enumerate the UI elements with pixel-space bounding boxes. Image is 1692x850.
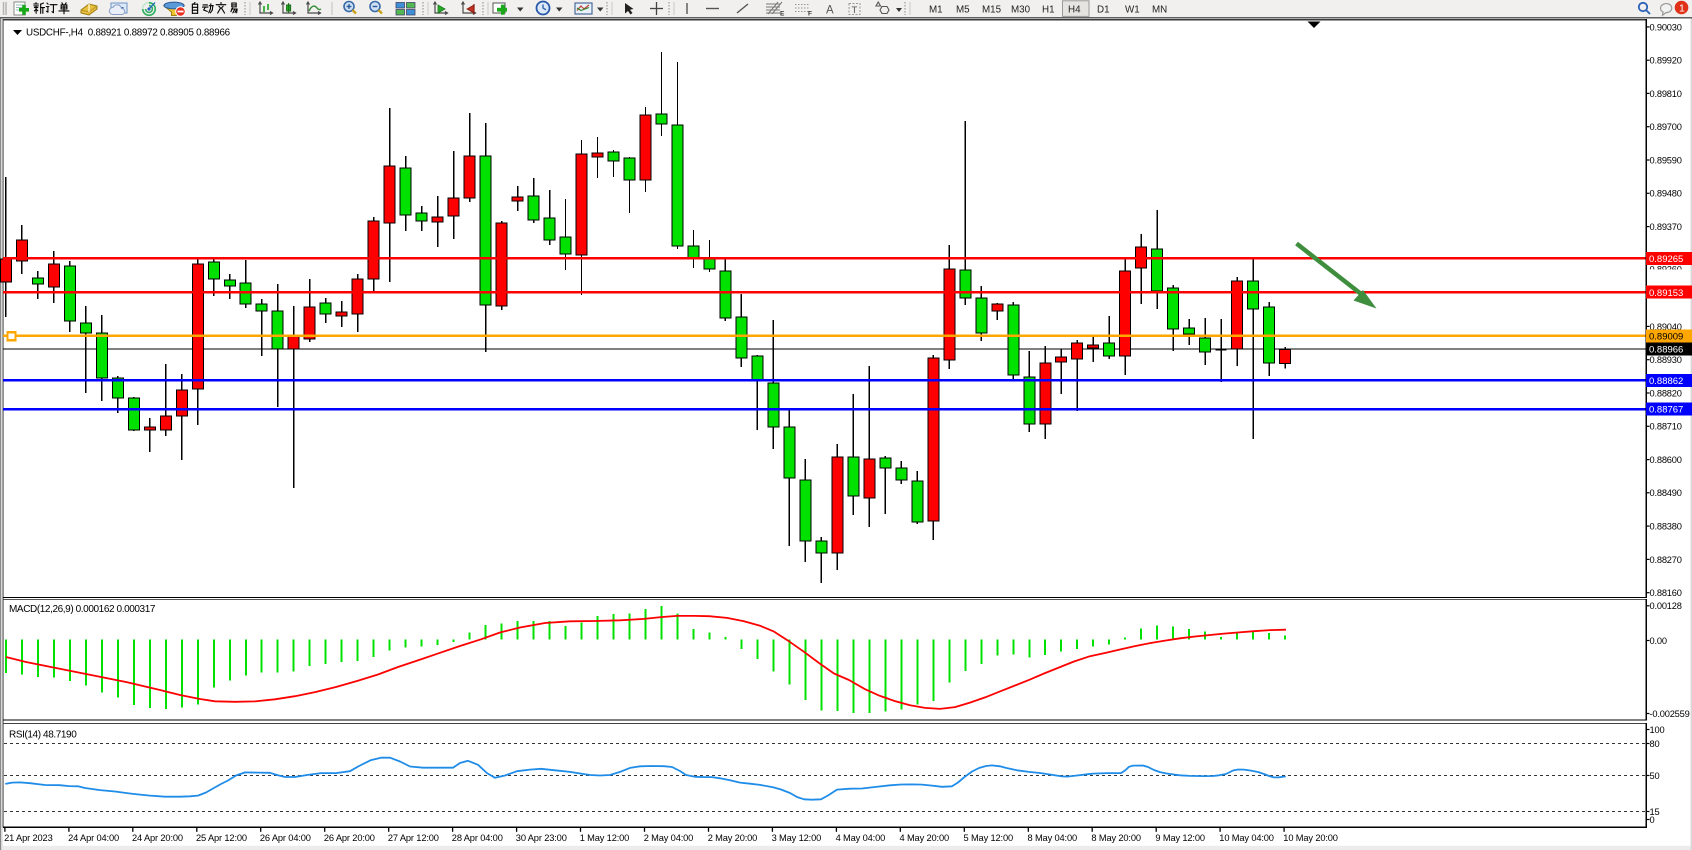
svg-text:26 Apr 04:00: 26 Apr 04:00 xyxy=(260,833,311,843)
svg-text:27 Apr 12:00: 27 Apr 12:00 xyxy=(388,833,439,843)
svg-text:0.88270: 0.88270 xyxy=(1650,555,1682,565)
svg-text:0.89265: 0.89265 xyxy=(1649,254,1683,265)
svg-text:USDCHF-,H4 0.88921 0.88972 0.: USDCHF-,H4 0.88921 0.88972 0.88905 0.889… xyxy=(26,27,231,38)
svg-text:10 May 04:00: 10 May 04:00 xyxy=(1219,833,1274,843)
svg-text:-0.002559: -0.002559 xyxy=(1650,709,1690,719)
svg-text:0.89590: 0.89590 xyxy=(1650,155,1682,165)
svg-text:3 May 12:00: 3 May 12:00 xyxy=(772,833,822,843)
svg-text:0.88820: 0.88820 xyxy=(1650,388,1682,398)
svg-text:0.89480: 0.89480 xyxy=(1650,189,1682,199)
svg-text:M30: M30 xyxy=(1011,5,1031,16)
svg-text:28 Apr 04:00: 28 Apr 04:00 xyxy=(452,833,503,843)
svg-text:0.89700: 0.89700 xyxy=(1650,122,1682,132)
svg-text:24 Apr 20:00: 24 Apr 20:00 xyxy=(132,833,183,843)
svg-text:24 Apr 04:00: 24 Apr 04:00 xyxy=(68,833,119,843)
svg-text:50: 50 xyxy=(1650,771,1660,781)
svg-text:0.88160: 0.88160 xyxy=(1650,588,1682,598)
svg-text:0.89153: 0.89153 xyxy=(1649,288,1683,299)
svg-text:80: 80 xyxy=(1650,739,1660,749)
svg-text:0.88767: 0.88767 xyxy=(1649,405,1683,416)
svg-text:E: E xyxy=(780,11,785,18)
svg-text:15: 15 xyxy=(1650,807,1660,817)
svg-text:0.89370: 0.89370 xyxy=(1650,222,1682,232)
svg-text:M1: M1 xyxy=(929,5,943,16)
svg-text:1: 1 xyxy=(1679,2,1685,14)
svg-text:0.89810: 0.89810 xyxy=(1650,89,1682,99)
svg-text:H4: H4 xyxy=(1068,5,1081,16)
svg-text:0.00128: 0.00128 xyxy=(1650,601,1682,611)
svg-text:26 Apr 20:00: 26 Apr 20:00 xyxy=(324,833,375,843)
svg-text:5 May 12:00: 5 May 12:00 xyxy=(964,833,1014,843)
svg-text:0.89920: 0.89920 xyxy=(1650,56,1682,66)
svg-text:25 Apr 12:00: 25 Apr 12:00 xyxy=(196,833,247,843)
svg-text:0.88710: 0.88710 xyxy=(1650,422,1682,432)
svg-text:4 May 20:00: 4 May 20:00 xyxy=(900,833,950,843)
svg-text:MN: MN xyxy=(1152,5,1167,16)
svg-text:0.89040: 0.89040 xyxy=(1650,322,1682,332)
svg-text:M5: M5 xyxy=(956,5,970,16)
svg-text:0.88966: 0.88966 xyxy=(1649,344,1683,355)
svg-text:4 May 04:00: 4 May 04:00 xyxy=(836,833,886,843)
svg-text:9 May 12:00: 9 May 12:00 xyxy=(1155,833,1205,843)
svg-text:0.89260: 0.89260 xyxy=(1650,265,1682,275)
svg-text:0: 0 xyxy=(1650,815,1655,825)
svg-text:2 May 20:00: 2 May 20:00 xyxy=(708,833,758,843)
svg-text:H1: H1 xyxy=(1042,5,1055,16)
svg-text:0.90030: 0.90030 xyxy=(1650,22,1682,32)
svg-text:30 Apr 23:00: 30 Apr 23:00 xyxy=(516,833,567,843)
svg-text:T: T xyxy=(852,5,858,16)
svg-text:0.89009: 0.89009 xyxy=(1649,331,1683,342)
svg-text:10 May 20:00: 10 May 20:00 xyxy=(1283,833,1338,843)
svg-text:0.88600: 0.88600 xyxy=(1650,455,1682,465)
svg-text:0.88862: 0.88862 xyxy=(1649,376,1683,387)
svg-text:W1: W1 xyxy=(1125,5,1140,16)
svg-text:0.88930: 0.88930 xyxy=(1650,355,1682,365)
svg-text:8 May 04:00: 8 May 04:00 xyxy=(1028,833,1078,843)
svg-text:RSI(14) 48.7190: RSI(14) 48.7190 xyxy=(9,730,77,741)
svg-text:A: A xyxy=(826,5,834,17)
svg-text:0.88490: 0.88490 xyxy=(1650,488,1682,498)
svg-text:D1: D1 xyxy=(1097,5,1110,16)
svg-text:0.00: 0.00 xyxy=(1650,636,1667,646)
svg-text:21 Apr 2023: 21 Apr 2023 xyxy=(4,833,53,843)
svg-text:M15: M15 xyxy=(982,5,1002,16)
svg-text:F: F xyxy=(808,11,812,18)
svg-text:0.88380: 0.88380 xyxy=(1650,522,1682,532)
svg-text:1 May 12:00: 1 May 12:00 xyxy=(580,833,630,843)
svg-text:100: 100 xyxy=(1650,725,1665,735)
svg-text:2 May 04:00: 2 May 04:00 xyxy=(644,833,694,843)
svg-text:MACD(12,26,9) 0.000162 0.00031: MACD(12,26,9) 0.000162 0.000317 xyxy=(9,604,156,615)
svg-text:8 May 20:00: 8 May 20:00 xyxy=(1091,833,1141,843)
